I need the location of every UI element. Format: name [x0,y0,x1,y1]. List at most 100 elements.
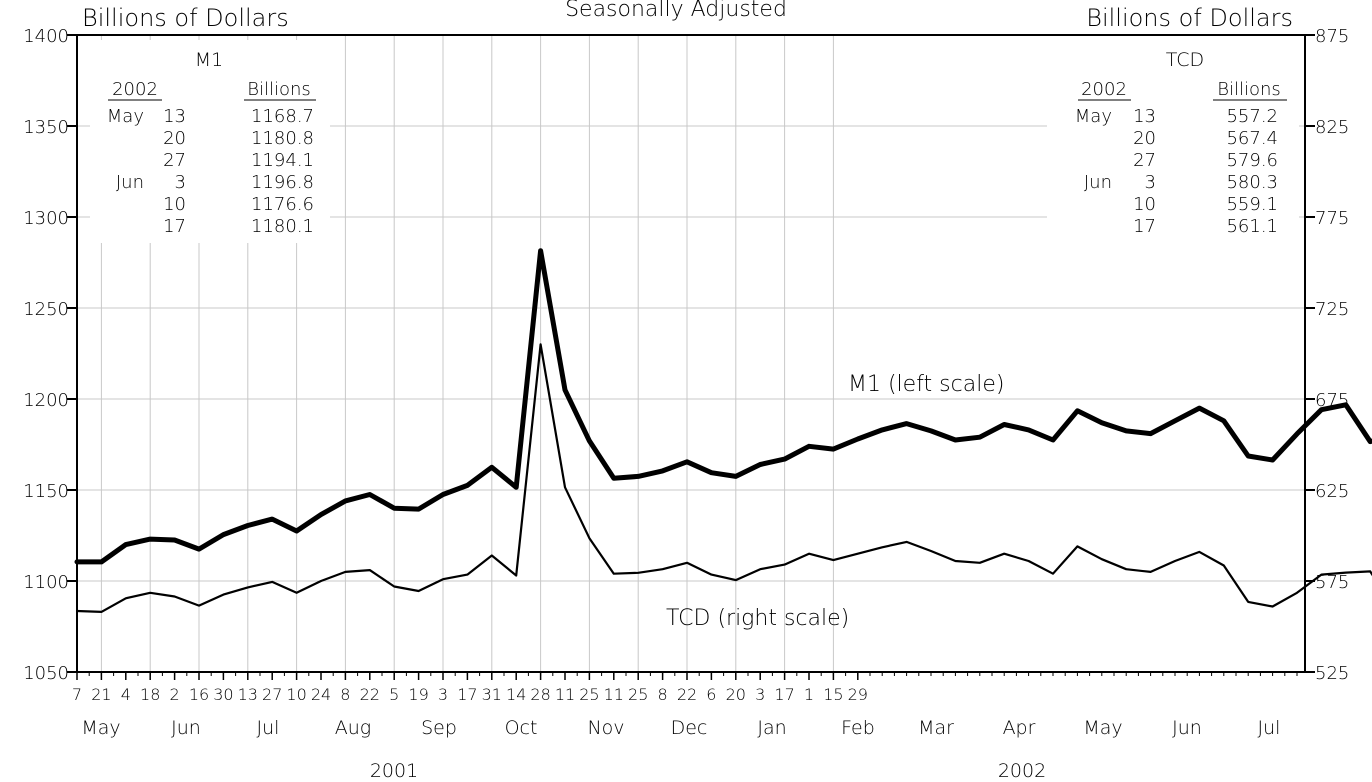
x-axis-tick-label: 8 [658,685,668,704]
x-axis-tick-label: 21 [91,685,111,704]
x-axis-tick-label: 16 [189,685,209,704]
tcd-row-month: May [1075,106,1112,127]
left-axis-tick-label: 1300 [23,208,69,229]
month-label: Dec [671,717,708,739]
m1-row-day: 17 [163,216,186,237]
m1-row-value: 1176.6 [251,194,314,215]
series-lines [74,248,1372,614]
m1-row-value: 1180.1 [251,216,314,237]
m1-series-line [74,248,1372,565]
x-axis-tick-label: 8 [340,685,350,704]
x-axis-tick-label: 31 [482,685,502,704]
month-label: Jul [257,717,280,739]
month-label: May [1083,717,1122,739]
left-axis-tick-label: 1050 [23,663,69,684]
month-label: Jan [757,717,786,739]
tcd-row-month: Jun [1084,172,1112,193]
m1-row-day: 10 [163,194,186,215]
x-axis-tick-label: 4 [121,685,131,704]
tcd-row-value: 567.4 [1226,128,1278,149]
m1-row-value: 1196.8 [251,172,314,193]
axes: 1050110011501200125013001350140052557562… [23,26,1349,782]
m1-row-day: 20 [163,128,186,149]
tcd-row-value: 557.2 [1226,106,1278,127]
right-axis-tick-label: 575 [1315,572,1349,593]
x-axis-tick-label: 17 [457,685,477,704]
tcd-row-day: 10 [1133,194,1156,215]
right-axis-unit-label: Billions of Dollars [1086,4,1293,32]
tcd-row-value: 579.6 [1226,150,1278,171]
tcd-table-title: TCD [1166,49,1204,71]
x-axis-tick-label: 6 [706,685,716,704]
x-axis-tick-label: 22 [677,685,697,704]
m1-row-day: 13 [163,106,186,127]
tcd-row-day: 27 [1133,150,1156,171]
tcd-table-value-header: Billions [1217,79,1281,100]
m1-row-day: 27 [163,150,186,171]
tcd-series-label: TCD (right scale) [666,606,849,631]
tcd-row-day: 17 [1133,216,1156,237]
x-axis-tick-label: 17 [774,685,794,704]
m1-row-value: 1168.7 [251,106,314,127]
year-label: 2001 [370,760,418,782]
right-axis-tick-label: 625 [1315,481,1349,502]
m1-table: M1 2002 Billions May 13 1168.7 20 1180.8 27 11… [107,49,316,237]
left-axis-tick-label: 1200 [23,390,69,411]
right-axis-tick-label: 875 [1315,26,1349,47]
x-axis-tick-label: 1 [804,685,814,704]
tcd-table: TCD 2002 Billions May 13 557.2 20 567.4 27 579… [1075,49,1287,237]
x-axis-tick-label: 11 [604,685,624,704]
tcd-row-value: 559.1 [1226,194,1278,215]
x-axis-tick-label: 25 [579,685,599,704]
left-axis-tick-label: 1250 [23,299,69,320]
tcd-table-year-header: 2002 [1081,79,1127,100]
left-axis-tick-label: 1100 [23,572,69,593]
month-label: Feb [841,717,875,739]
m1-row-day: 3 [175,172,186,193]
m1-series-label: M1 (left scale) [848,372,1004,397]
tcd-row-day: 13 [1133,106,1156,127]
month-label: Sep [421,717,457,739]
tcd-row-day: 3 [1145,172,1156,193]
left-axis-tick-label: 1150 [23,481,69,502]
month-label: Nov [587,717,624,739]
m1-row-month: May [107,106,144,127]
m1-table-title: M1 [195,49,223,71]
x-axis-tick-label: 3 [755,685,765,704]
month-label: Jun [1172,717,1202,739]
x-axis-tick-label: 14 [506,685,526,704]
tcd-row-value: 561.1 [1226,216,1278,237]
m1-row-value: 1194.1 [251,150,314,171]
x-axis-tick-label: 3 [438,685,448,704]
m1-table-value-header: Billions [247,79,311,100]
right-axis-tick-label: 525 [1315,663,1349,684]
m1-table-year-header: 2002 [112,79,158,100]
plot-frame [76,34,1306,673]
month-label: Aug [335,717,371,739]
x-axis-tick-label: 7 [72,685,82,704]
x-axis-tick-label: 10 [286,685,306,704]
month-label: Jul [1258,717,1281,739]
x-axis-tick-label: 5 [389,685,399,704]
right-axis-tick-label: 725 [1315,299,1349,320]
x-axis-tick-label: 13 [238,685,258,704]
x-axis-tick-label: 24 [311,685,331,704]
x-axis-tick-label: 25 [628,685,648,704]
x-axis-tick-label: 22 [360,685,380,704]
month-label: Oct [505,717,538,739]
m1-table-background [90,40,330,243]
tcd-table-background [1047,40,1299,243]
left-axis-tick-label: 1350 [23,117,69,138]
m1-row-value: 1180.8 [251,128,314,149]
x-axis-tick-label: 18 [140,685,160,704]
tcd-row-day: 20 [1133,128,1156,149]
tcd-series-line [75,343,1372,614]
left-axis-unit-label: Billions of Dollars [82,4,289,32]
right-axis-tick-label: 825 [1315,117,1349,138]
x-axis-tick-label: 11 [555,685,575,704]
x-axis-tick-label: 27 [262,685,282,704]
m1-row-month: Jun [116,172,144,193]
chart-subtitle: Seasonally Adjusted [565,0,787,22]
year-label: 2002 [998,760,1046,782]
